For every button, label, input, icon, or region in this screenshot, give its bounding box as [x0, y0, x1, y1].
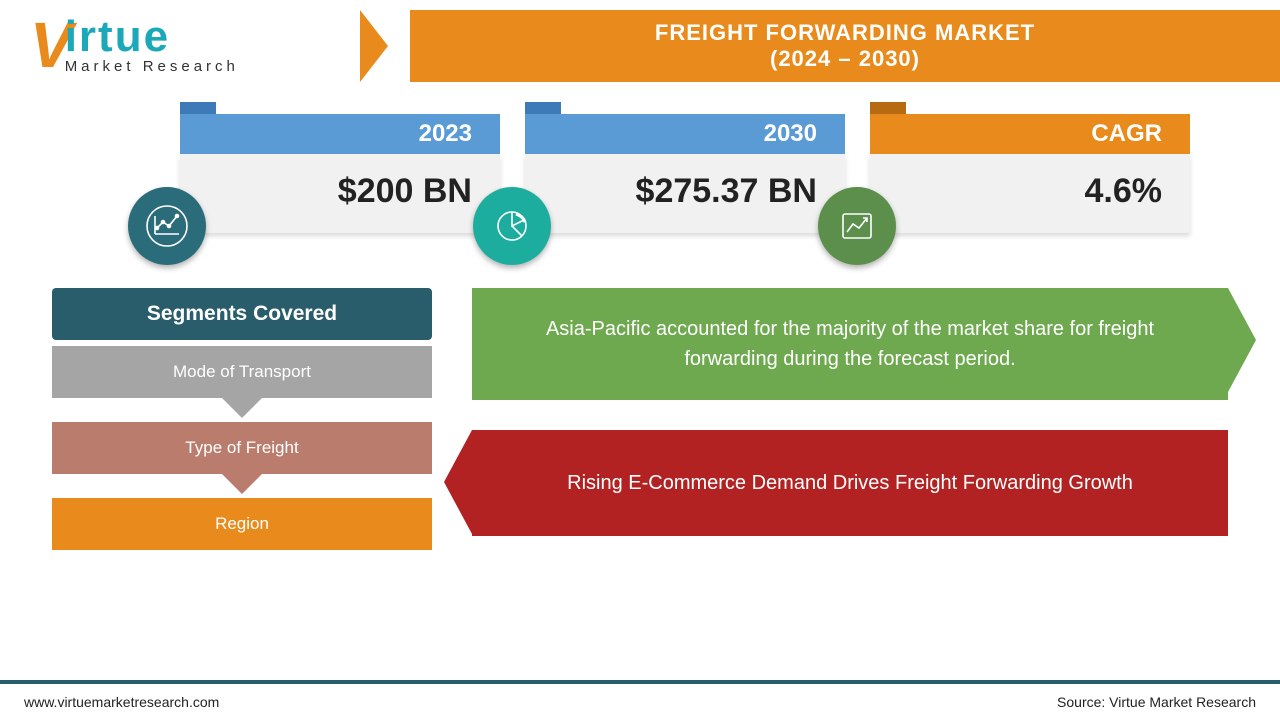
- stat-card-cagr: CAGR 4.6%: [870, 114, 1190, 233]
- callout-region: Asia-Pacific accounted for the majority …: [472, 288, 1228, 400]
- segment-item: Region: [52, 498, 432, 550]
- title-banner: FREIGHT FORWARDING MARKET (2024 – 2030): [410, 10, 1280, 82]
- stats-row: 2023 $200 BN 2030 $275.37 BN CAGR 4.6%: [0, 92, 1280, 233]
- stat-value: $275.37 BN: [525, 154, 845, 233]
- arrow-down-icon: [220, 396, 264, 418]
- stat-value: $200 BN: [180, 154, 500, 233]
- title-line2: (2024 – 2030): [770, 46, 920, 72]
- footer: www.virtuemarketresearch.com Source: Vir…: [0, 680, 1280, 720]
- footer-url: www.virtuemarketresearch.com: [24, 694, 219, 710]
- callouts-column: Asia-Pacific accounted for the majority …: [472, 288, 1228, 550]
- title-line1: FREIGHT FORWARDING MARKET: [655, 20, 1035, 46]
- chart-icon: [128, 187, 206, 265]
- pie-icon: [473, 187, 551, 265]
- main-row: Segments Covered Mode of Transport Type …: [0, 233, 1280, 550]
- logo-subtitle: Market Research: [65, 58, 239, 75]
- header: V irtue Market Research FREIGHT FORWARDI…: [0, 0, 1280, 92]
- stat-tab: 2023: [180, 114, 500, 154]
- stat-tab: 2030: [525, 114, 845, 154]
- logo-name: irtue: [65, 17, 239, 57]
- logo: V irtue Market Research: [0, 0, 380, 92]
- logo-text: irtue Market Research: [65, 17, 239, 76]
- chevron-icon: [360, 0, 410, 92]
- segments-header: Segments Covered: [52, 288, 432, 340]
- stat-card-2030: 2030 $275.37 BN: [525, 114, 845, 233]
- segments-column: Segments Covered Mode of Transport Type …: [52, 288, 432, 550]
- stat-card-2023: 2023 $200 BN: [180, 114, 500, 233]
- stat-tab: CAGR: [870, 114, 1190, 154]
- segment-item: Type of Freight: [52, 422, 432, 474]
- callout-driver: Rising E-Commerce Demand Drives Freight …: [472, 430, 1228, 536]
- arrow-down-icon: [220, 472, 264, 494]
- footer-source: Source: Virtue Market Research: [1057, 694, 1256, 710]
- stat-value: 4.6%: [870, 154, 1190, 233]
- growth-icon: [818, 187, 896, 265]
- segment-item: Mode of Transport: [52, 346, 432, 398]
